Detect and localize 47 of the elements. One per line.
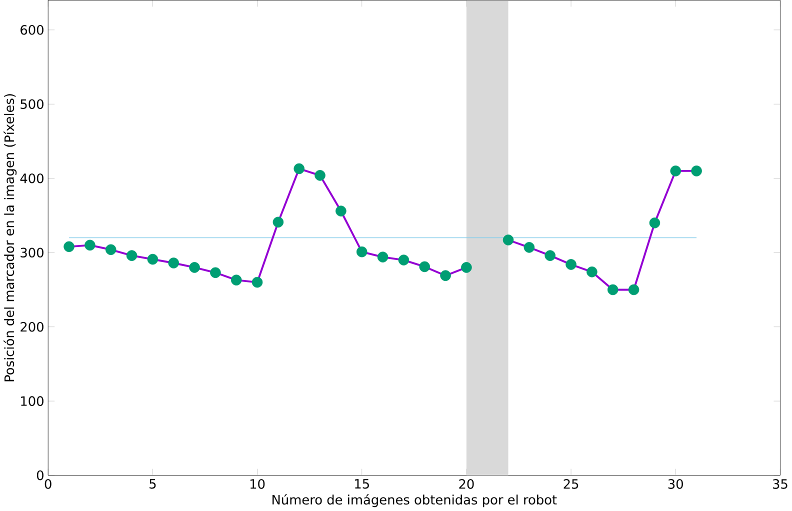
y-tick-label: 200: [20, 322, 44, 332]
point: [419, 261, 430, 272]
y-axis-title: Posición del marcador en la imagen (Píxeles): [4, 94, 17, 382]
point: [294, 163, 305, 174]
y-tick-label: 300: [20, 248, 44, 258]
point: [189, 262, 200, 274]
y-tick-label: 600: [20, 25, 44, 35]
point: [210, 267, 221, 278]
point: [377, 252, 388, 263]
y-tick-label: 100: [21, 396, 44, 406]
x-tick-label: 5: [150, 479, 156, 489]
point: [147, 254, 158, 265]
x-tick-label: 35: [772, 479, 788, 490]
point: [126, 250, 138, 262]
x-tick-label: 10: [250, 479, 265, 490]
point: [168, 258, 180, 269]
point: [105, 244, 116, 256]
y-tick-label: 0: [36, 470, 44, 480]
point: [64, 241, 74, 252]
point: [461, 262, 472, 274]
point: [566, 259, 576, 270]
point: [230, 274, 242, 286]
x-tick-label: 15: [355, 479, 369, 489]
point: [252, 277, 263, 288]
x-axis-title: Número de imágenes obtenidas por el robot: [272, 494, 557, 508]
point: [691, 166, 702, 176]
point: [272, 216, 284, 228]
x-tick-label: 0: [44, 479, 52, 490]
point: [314, 170, 326, 181]
point: [84, 240, 96, 251]
x-tick-label: 30: [668, 479, 683, 490]
point: [607, 284, 618, 296]
point: [628, 284, 640, 296]
y-tick-label: 500: [20, 99, 44, 110]
point: [440, 270, 451, 282]
point: [586, 266, 598, 278]
point: [356, 246, 368, 258]
point: [502, 234, 514, 246]
y-tick-label: 400: [20, 174, 44, 184]
x-tick-label: 25: [564, 479, 578, 490]
point: [336, 206, 346, 217]
point: [649, 218, 660, 228]
point: [670, 166, 682, 176]
point: [398, 254, 410, 266]
x-tick-label: 20: [459, 479, 474, 490]
point: [544, 250, 556, 262]
point: [524, 242, 535, 253]
